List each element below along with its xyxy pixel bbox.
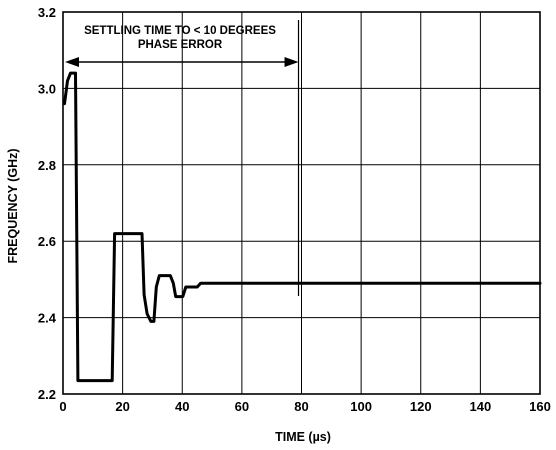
y-tick-label: 2.4 <box>38 311 57 326</box>
settling-arrowhead-left <box>65 57 79 67</box>
annotation-line-2: PHASE ERROR <box>138 39 223 51</box>
x-tick-label: 120 <box>410 399 432 414</box>
y-tick-label: 2.8 <box>38 158 56 173</box>
y-tick-label: 2.2 <box>38 387 56 402</box>
x-tick-label: 160 <box>529 399 551 414</box>
y-axis-label: FREQUENCY (GHz) <box>6 148 20 263</box>
x-axis-label: TIME (µs) <box>275 430 331 444</box>
x-tick-label: 40 <box>175 399 189 414</box>
plot-frame <box>62 11 541 395</box>
x-tick-label: 60 <box>235 399 249 414</box>
settling-marker <box>65 20 300 296</box>
y-tick-labels: 2.2 2.4 2.6 2.8 3.0 3.2 <box>38 5 57 402</box>
x-tick-label: 100 <box>350 399 372 414</box>
x-tick-label: 140 <box>470 399 492 414</box>
y-tick-label: 2.6 <box>38 234 56 249</box>
annotation-line-1: SETTLING TIME TO < 10 DEGREES <box>84 25 276 37</box>
y-tick-label: 3.2 <box>38 5 56 20</box>
grid <box>63 12 540 394</box>
y-tick-label: 3.0 <box>38 81 56 96</box>
x-tick-labels: 0 20 40 60 80 100 120 140 160 <box>59 399 550 414</box>
settling-arrowhead-right <box>284 57 299 67</box>
x-tick-label: 20 <box>115 399 129 414</box>
x-tick-label: 80 <box>294 399 308 414</box>
series-layer <box>63 71 542 383</box>
frequency-series-line <box>63 71 542 383</box>
x-tick-label: 0 <box>59 399 66 414</box>
